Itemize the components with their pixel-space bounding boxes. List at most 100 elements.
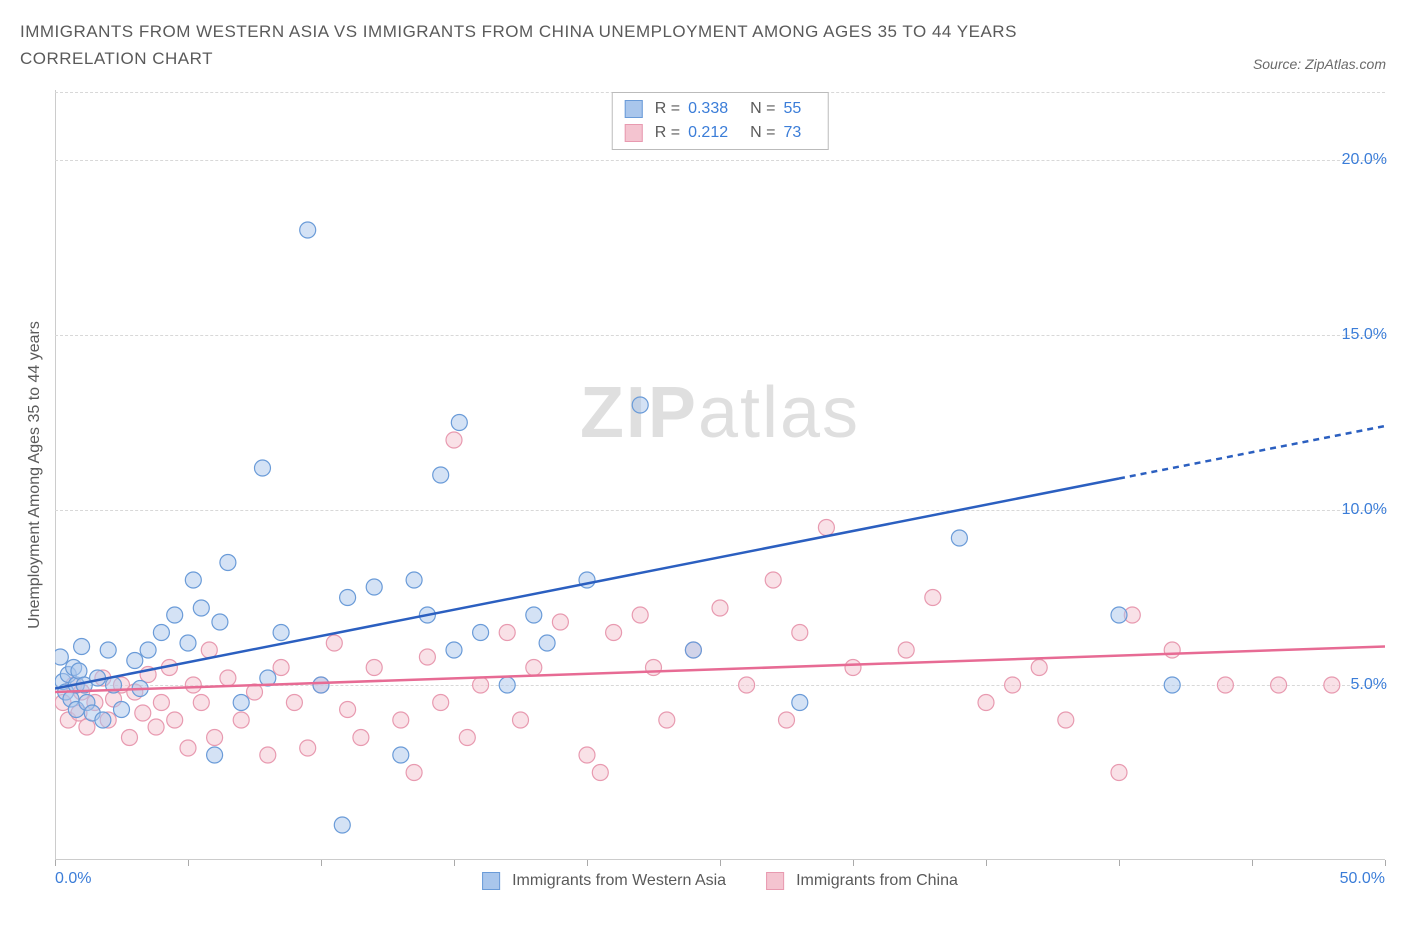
data-point bbox=[366, 660, 382, 676]
r-value-2: 0.212 bbox=[688, 121, 728, 145]
data-point bbox=[1031, 660, 1047, 676]
data-point bbox=[393, 712, 409, 728]
data-point bbox=[499, 625, 515, 641]
data-point bbox=[260, 747, 276, 763]
data-point bbox=[193, 695, 209, 711]
chart-title: IMMIGRANTS FROM WESTERN ASIA VS IMMIGRAN… bbox=[20, 18, 1120, 72]
data-point bbox=[792, 695, 808, 711]
legend-swatch-2 bbox=[766, 872, 784, 890]
source-attribution: Source: ZipAtlas.com bbox=[1253, 56, 1386, 72]
data-point bbox=[406, 765, 422, 781]
data-point bbox=[499, 677, 515, 693]
data-point bbox=[473, 677, 489, 693]
legend: Immigrants from Western Asia Immigrants … bbox=[482, 872, 958, 890]
data-point bbox=[326, 635, 342, 651]
data-point bbox=[526, 660, 542, 676]
data-point bbox=[712, 600, 728, 616]
data-point bbox=[1058, 712, 1074, 728]
data-point bbox=[632, 397, 648, 413]
x-tick-mark bbox=[321, 860, 322, 866]
swatch-series2 bbox=[625, 124, 643, 142]
x-tick-mark bbox=[587, 860, 588, 866]
data-point bbox=[74, 639, 90, 655]
data-point bbox=[446, 432, 462, 448]
data-point bbox=[845, 660, 861, 676]
data-point bbox=[220, 670, 236, 686]
trend-line bbox=[55, 479, 1119, 689]
data-point bbox=[898, 642, 914, 658]
data-point bbox=[446, 642, 462, 658]
data-point bbox=[180, 635, 196, 651]
n-value-2: 73 bbox=[783, 121, 801, 145]
data-point bbox=[300, 222, 316, 238]
data-point bbox=[100, 642, 116, 658]
x-tick-mark bbox=[55, 860, 56, 866]
trend-line bbox=[55, 647, 1385, 693]
data-point bbox=[135, 705, 151, 721]
data-point bbox=[433, 695, 449, 711]
data-point bbox=[433, 467, 449, 483]
data-point bbox=[153, 625, 169, 641]
data-point bbox=[233, 712, 249, 728]
data-point bbox=[148, 719, 164, 735]
data-point bbox=[273, 660, 289, 676]
data-point bbox=[1324, 677, 1340, 693]
data-point bbox=[659, 712, 675, 728]
data-point bbox=[366, 579, 382, 595]
data-point bbox=[765, 572, 781, 588]
data-point bbox=[286, 695, 302, 711]
data-point bbox=[552, 614, 568, 630]
legend-swatch-1 bbox=[482, 872, 500, 890]
data-point bbox=[180, 740, 196, 756]
chart-container: Unemployment Among Ages 35 to 44 years 5… bbox=[55, 90, 1385, 860]
legend-label-2: Immigrants from China bbox=[796, 872, 958, 890]
data-point bbox=[393, 747, 409, 763]
r-value-1: 0.338 bbox=[688, 97, 728, 121]
data-point bbox=[978, 695, 994, 711]
data-point bbox=[153, 695, 169, 711]
data-point bbox=[606, 625, 622, 641]
data-point bbox=[233, 695, 249, 711]
data-point bbox=[513, 712, 529, 728]
x-tick-mark bbox=[720, 860, 721, 866]
data-point bbox=[300, 740, 316, 756]
data-point bbox=[539, 635, 555, 651]
data-point bbox=[779, 712, 795, 728]
data-point bbox=[459, 730, 475, 746]
data-point bbox=[646, 660, 662, 676]
data-point bbox=[95, 712, 111, 728]
data-point bbox=[273, 625, 289, 641]
data-point bbox=[207, 730, 223, 746]
x-tick-mark bbox=[1385, 860, 1386, 866]
x-tick-label: 0.0% bbox=[55, 870, 91, 888]
data-point bbox=[451, 415, 467, 431]
data-point bbox=[632, 607, 648, 623]
legend-label-1: Immigrants from Western Asia bbox=[512, 872, 726, 890]
data-point bbox=[340, 590, 356, 606]
data-point bbox=[1005, 677, 1021, 693]
data-point bbox=[1271, 677, 1287, 693]
data-point bbox=[167, 712, 183, 728]
x-tick-mark bbox=[853, 860, 854, 866]
data-point bbox=[579, 747, 595, 763]
data-point bbox=[473, 625, 489, 641]
swatch-series1 bbox=[625, 100, 643, 118]
data-point bbox=[185, 572, 201, 588]
x-tick-mark bbox=[986, 860, 987, 866]
x-tick-mark bbox=[1252, 860, 1253, 866]
data-point bbox=[193, 600, 209, 616]
data-point bbox=[185, 677, 201, 693]
data-point bbox=[1111, 607, 1127, 623]
data-point bbox=[419, 649, 435, 665]
data-point bbox=[340, 702, 356, 718]
data-point bbox=[140, 642, 156, 658]
data-point bbox=[1164, 642, 1180, 658]
x-tick-mark bbox=[188, 860, 189, 866]
data-point bbox=[1164, 677, 1180, 693]
data-point bbox=[207, 747, 223, 763]
data-point bbox=[1217, 677, 1233, 693]
data-point bbox=[592, 765, 608, 781]
x-tick-mark bbox=[454, 860, 455, 866]
data-point bbox=[526, 607, 542, 623]
data-point bbox=[406, 572, 422, 588]
